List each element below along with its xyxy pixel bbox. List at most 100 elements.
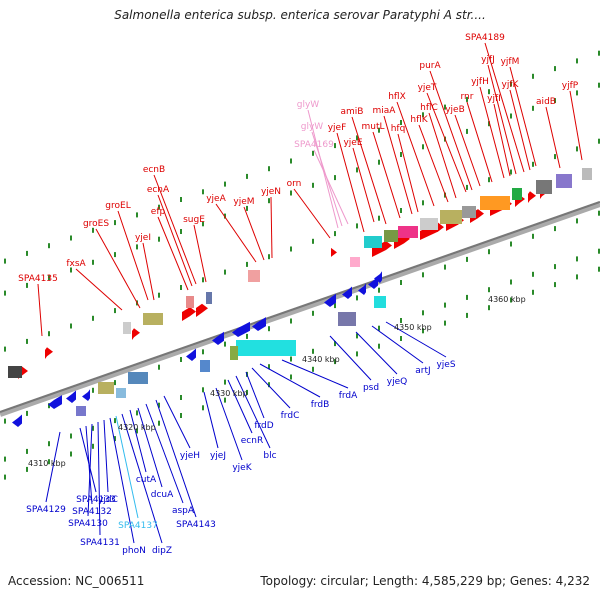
gene-label-frda: frdA (339, 391, 358, 401)
guide-dash (70, 267, 72, 273)
guide-dash (180, 413, 182, 418)
gene-label-spa4132: SPA4132 (72, 507, 112, 517)
label-leader (95, 228, 141, 309)
guide-dash (268, 364, 270, 370)
genome-backbone (0, 201, 600, 417)
gene-block (512, 188, 522, 200)
guide-dash (378, 287, 380, 293)
guide-dash (48, 331, 50, 337)
guide-dash (334, 341, 336, 347)
label-leader (45, 431, 61, 503)
label-leader (145, 403, 184, 504)
guide-dash (180, 229, 182, 234)
label-leader (281, 359, 349, 389)
gene-label-hflx: hflX (388, 92, 406, 102)
gene-label-glyw1: glyW (297, 100, 320, 110)
gene-label-artj: artJ (415, 366, 430, 376)
track-guides (4, 50, 600, 480)
gene-label-yjei: yjeI (135, 233, 151, 243)
guide-dash (466, 312, 468, 318)
label-leader (484, 42, 525, 173)
guide-dash (4, 456, 6, 462)
gene-label-yjef: yjeF (328, 123, 347, 133)
guide-dash (158, 292, 160, 298)
gene-label-yjem: yjeM (233, 197, 254, 207)
label-leader (372, 131, 401, 219)
guide-dash (312, 238, 314, 244)
guide-dash (554, 264, 556, 270)
label-leader (203, 391, 219, 449)
label-leader (509, 66, 537, 167)
gene-label-dipz: dipZ (152, 546, 172, 556)
label-leader (355, 331, 398, 375)
gene-label-spa4143: SPA4143 (176, 520, 216, 530)
guide-dash (444, 302, 446, 308)
label-leader (396, 101, 435, 207)
guide-dash (378, 325, 380, 331)
ruler-tick-label: 4340 kbp (302, 355, 340, 364)
reverse-gene (324, 293, 336, 307)
label-leader (466, 101, 493, 183)
forward-gene (132, 328, 140, 340)
label-leader (117, 210, 149, 301)
guide-dash (202, 387, 204, 393)
reverse-gene (186, 348, 196, 361)
gene-label-spa4131: SPA4131 (80, 538, 120, 548)
forward-gene (331, 247, 337, 259)
label-leader (103, 419, 109, 493)
guide-dash (70, 451, 72, 457)
guide-dash (180, 285, 182, 290)
guide-dash (158, 364, 160, 370)
guide-dash (444, 264, 446, 270)
gene-labels: SPA4135 fxsA groES groEL yjeI efp ecnA ecnB sugE… (18, 33, 579, 556)
guide-dash (158, 204, 160, 210)
guide-dash (598, 248, 600, 254)
guide-dash (114, 436, 116, 442)
gene-label-rnr: rnr (461, 92, 474, 102)
guide-dash (598, 82, 600, 88)
guide-dash (312, 348, 314, 354)
guide-dash (202, 349, 204, 355)
guide-dash (554, 226, 556, 232)
label-leader (270, 196, 273, 259)
label-leader (545, 106, 561, 169)
gene-label-suge: sugE (183, 215, 205, 225)
gene-label-glyw2: glyW (301, 122, 324, 132)
label-leader (479, 86, 505, 179)
guide-dash (400, 152, 402, 157)
guide-dash (224, 213, 226, 219)
reverse-gene (358, 283, 366, 295)
gene-label-spa4169: SPA4169 (294, 140, 334, 150)
label-leader (121, 413, 163, 544)
label-leader (87, 423, 93, 517)
guide-dash (290, 190, 292, 196)
gene-features (8, 168, 592, 427)
ruler-tick-label: 4310 kbp (28, 459, 66, 468)
forward-gene (45, 347, 53, 359)
map-title: Salmonella enterica subsp. enterica sero… (114, 8, 486, 22)
gene-block (536, 180, 552, 194)
guide-dash (26, 410, 28, 416)
reverse-gene (252, 317, 266, 331)
guide-dash (48, 441, 50, 447)
gene-block (128, 372, 148, 384)
guide-dash (576, 146, 578, 152)
label-leader (509, 89, 531, 171)
guide-dash (92, 425, 94, 431)
gene-block (123, 322, 131, 334)
guide-dash (356, 135, 358, 141)
guide-dash (70, 235, 72, 241)
label-leader (115, 415, 139, 519)
guide-dash (70, 323, 72, 329)
gene-label-spa4133: SPA4133 (76, 495, 116, 505)
guide-dash (4, 290, 6, 296)
guide-dash (48, 243, 50, 249)
forward-gene (182, 307, 196, 321)
label-leader (193, 224, 207, 283)
gene-label-hfq: hfq (391, 124, 406, 134)
gene-block (206, 292, 212, 304)
gene-label-aspa: aspA (172, 506, 195, 516)
guide-dash (488, 177, 490, 183)
gene-label-yjfi: yjfI (487, 94, 501, 104)
guide-dash (576, 274, 578, 280)
